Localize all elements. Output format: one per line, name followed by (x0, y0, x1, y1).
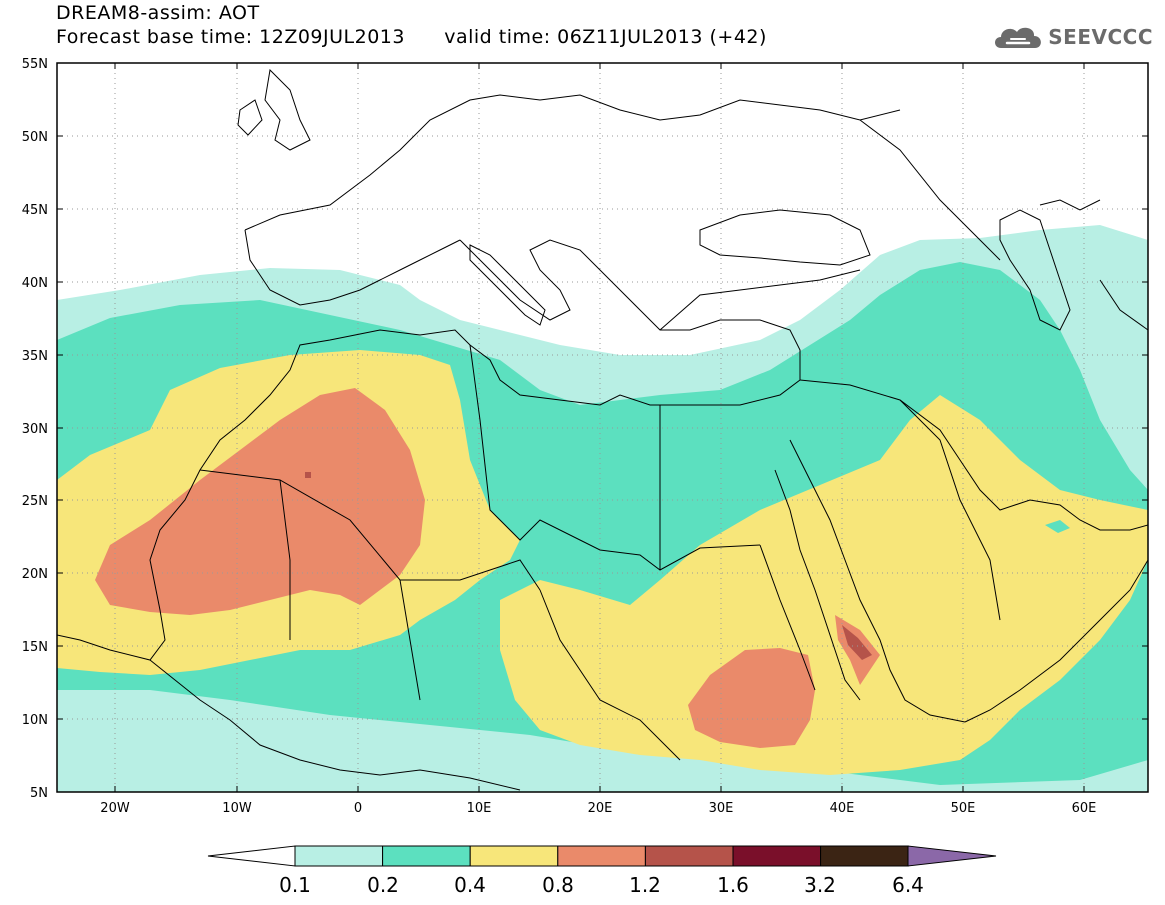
contour-0.8-east (688, 648, 815, 748)
coastlines (57, 68, 1148, 791)
y-tick-label: 20N (22, 567, 48, 582)
x-tick-label: 40E (830, 801, 855, 816)
cloud-icon (995, 27, 1042, 48)
colorbar-label: 6.4 (892, 873, 924, 897)
y-tick-label: 50N (22, 130, 48, 145)
colorbar-label: 3.2 (804, 873, 836, 897)
colorbar-label: 0.2 (367, 873, 399, 897)
x-tick-label: 10E (467, 801, 492, 816)
colorbar-cell (294, 845, 384, 867)
y-tick-label: 55N (22, 57, 48, 72)
x-tick-label: 30E (709, 801, 734, 816)
colorbar-label: 0.1 (279, 873, 311, 897)
y-tick-label: 10N (22, 713, 48, 728)
logo-text: SEEVCCC (1048, 25, 1153, 49)
colorbar-cell (820, 845, 909, 867)
x-tick-label: 20E (588, 801, 613, 816)
colorbar-cell (382, 845, 471, 867)
seevccc-logo: SEEVCCC (991, 22, 1153, 52)
colorbar-cell (644, 845, 734, 867)
x-tick-label: 20W (100, 801, 130, 816)
x-axis-labels: 20W 10W 0 10E 20E 30E 40E 50E 60E (100, 801, 1096, 816)
contour-0.8-west (95, 388, 425, 615)
x-tick-label: 10W (222, 801, 252, 816)
axis-ticks (57, 63, 1148, 792)
colorbar-label: 1.6 (717, 873, 749, 897)
x-tick-label: 50E (951, 801, 976, 816)
colorbar-labels: 0.1 0.2 0.4 0.8 1.2 1.6 3.2 6.4 (279, 873, 924, 897)
colorbar-label: 1.2 (629, 873, 661, 897)
base-time: Forecast base time: 12Z09JUL2013 (56, 26, 405, 48)
y-tick-label: 25N (22, 494, 48, 509)
y-tick-label: 35N (22, 349, 48, 364)
time-info: Forecast base time: 12Z09JUL2013 valid t… (56, 26, 767, 48)
valid-time: valid time: 06Z11JUL2013 (+42) (444, 26, 767, 48)
gridlines (57, 63, 1148, 792)
colorbar-label: 0.4 (454, 873, 486, 897)
colorbar-cell (732, 845, 822, 867)
colorbar-cell (557, 845, 646, 867)
map-title: DREAM8-assim: AOT (56, 2, 260, 24)
colorbar-label: 0.8 (542, 873, 574, 897)
contour-1.2 (842, 625, 872, 660)
y-tick-label: 5N (30, 786, 48, 801)
x-tick-label: 0 (354, 801, 362, 816)
contour-0.4-east (500, 395, 1148, 775)
y-tick-label: 30N (22, 422, 48, 437)
y-tick-label: 40N (22, 276, 48, 291)
contour-gulf-patch (1045, 520, 1070, 533)
aot-field (57, 63, 1148, 792)
colorbar: 0.1 0.2 0.4 0.8 1.2 1.6 3.2 6.4 (207, 845, 997, 897)
y-axis-labels: 55N 50N 45N 40N 35N 30N 25N 20N 15N 10N … (22, 57, 48, 801)
colorbar-low-arrow (207, 845, 296, 867)
y-tick-label: 15N (22, 640, 48, 655)
colorbar-cell (469, 845, 559, 867)
y-tick-label: 45N (22, 203, 48, 218)
x-tick-label: 60E (1072, 801, 1097, 816)
colorbar-high-arrow (907, 845, 997, 867)
